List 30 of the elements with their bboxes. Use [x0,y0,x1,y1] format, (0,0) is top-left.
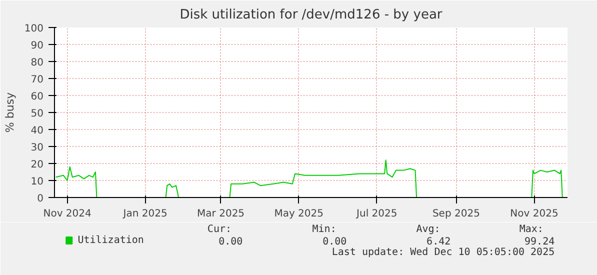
text: Last update: Wed Dec 10 05:05:00 2025 [332,247,555,258]
y-tick-label: 10 [30,176,44,188]
y-tick-label: 40 [30,126,44,136]
y-tick-label: 80 [30,58,44,68]
y-tick-label: 0 [37,194,44,204]
y-tick-label: 20 [30,160,44,170]
y-tick-label: 50 [30,108,44,120]
text: Max: [519,224,544,235]
text: Avg: [416,224,440,235]
text: 0.00 [322,236,347,248]
text: 99.24 [524,236,555,248]
x-tick-label: Nov 2024 [43,208,92,220]
y-tick-label: 100 [24,24,44,34]
y-tick-label: 60 [30,92,44,102]
x-tick-label: Jan 2025 [122,208,168,220]
y-tick-label: 90 [30,40,44,52]
legend-label: Utilization [78,235,144,246]
x-tick-label: Sep 2025 [432,208,480,220]
text: Min: [312,224,336,235]
x-tick-label: Nov 2025 [510,208,558,220]
text: 6.42 [426,236,451,248]
x-tick-label: Mar 2025 [197,208,245,220]
chart-title: Disk utilization for /dev/md126 - by year [180,8,443,22]
y-tick-label: 30 [30,142,44,154]
x-tick-label: Jul 2025 [356,208,398,220]
text: Cur: [207,224,232,235]
text: 0.00 [218,236,243,248]
y-tick-label: 70 [30,74,44,86]
y-axis-title: % busy [3,92,16,133]
x-tick-label: May 2025 [274,208,324,220]
